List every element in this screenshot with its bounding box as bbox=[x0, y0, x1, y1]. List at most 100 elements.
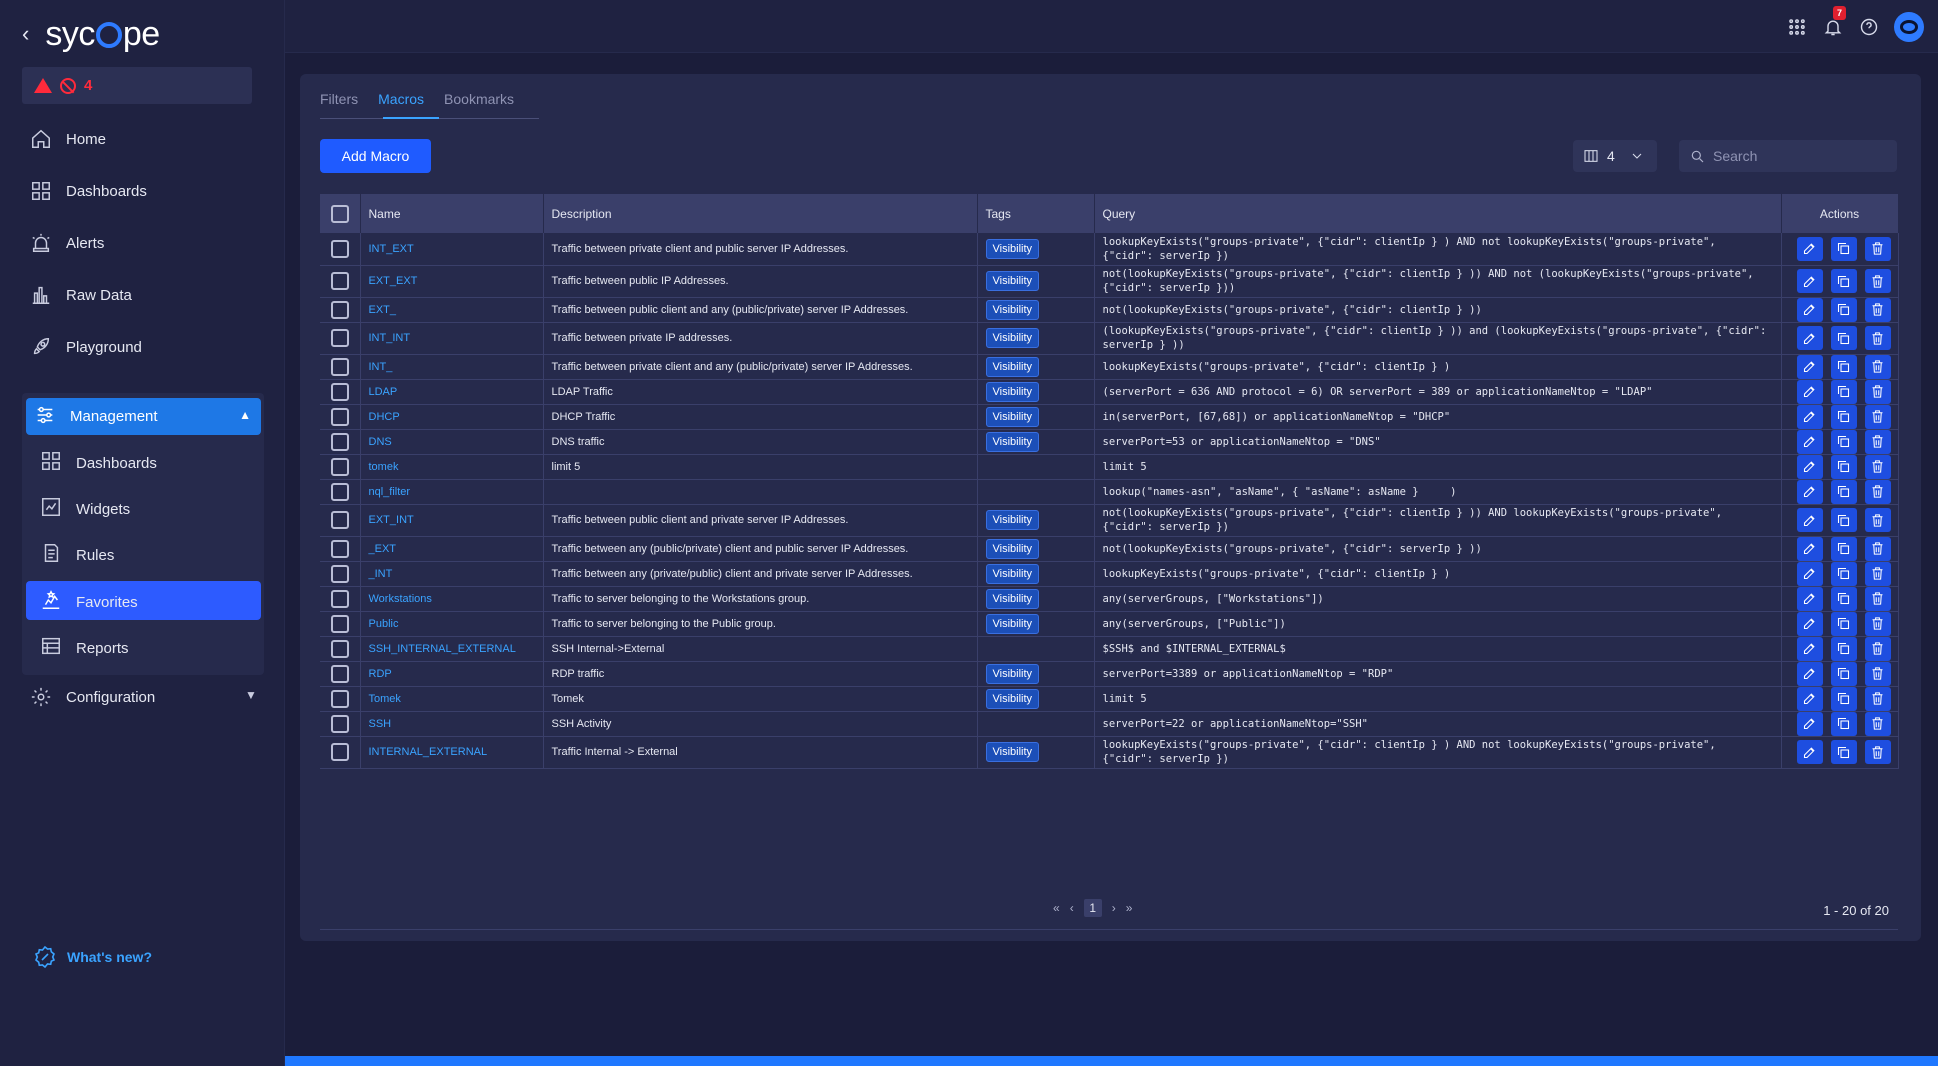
tag-badge[interactable]: Visibility bbox=[985, 688, 1040, 709]
last-page-icon[interactable]: » bbox=[1125, 901, 1133, 915]
header-name[interactable]: Name bbox=[360, 194, 544, 233]
edit-icon[interactable] bbox=[1796, 508, 1823, 532]
edit-icon[interactable] bbox=[1796, 404, 1823, 429]
row-checkbox[interactable] bbox=[330, 482, 349, 501]
copy-icon[interactable] bbox=[1830, 611, 1857, 636]
copy-icon[interactable] bbox=[1830, 429, 1857, 454]
chevron-down-icon[interactable]: ▼ bbox=[245, 688, 257, 702]
add-macro-button[interactable]: Add Macro bbox=[320, 139, 431, 173]
copy-icon[interactable] bbox=[1830, 379, 1857, 404]
nav-mgmt-dashboards[interactable]: Dashboards bbox=[40, 450, 157, 476]
alerts-summary[interactable]: 4 bbox=[22, 67, 252, 104]
edit-icon[interactable] bbox=[1796, 711, 1823, 736]
nav-home[interactable]: Home bbox=[30, 128, 106, 150]
row-checkbox[interactable] bbox=[330, 614, 349, 633]
table-row[interactable]: EXT_EXT Traffic between public IP Address… bbox=[320, 265, 1899, 298]
row-checkbox[interactable] bbox=[330, 539, 349, 558]
table-row[interactable]: INT_EXT Traffic between private client an… bbox=[320, 233, 1899, 266]
tag-badge[interactable]: Visibility bbox=[985, 406, 1040, 427]
macro-name-link[interactable]: _EXT bbox=[368, 542, 397, 555]
trash-icon[interactable] bbox=[1864, 740, 1891, 764]
macro-name-link[interactable]: SSH_INTERNAL_EXTERNAL bbox=[368, 642, 516, 655]
nav-management[interactable]: Management ▲ bbox=[26, 398, 261, 435]
tag-badge[interactable]: Visibility bbox=[985, 663, 1040, 684]
table-row[interactable]: Tomek Tomek Visibility limit 5 bbox=[320, 686, 1899, 712]
macro-name-link[interactable]: tomek bbox=[368, 460, 399, 473]
edit-icon[interactable] bbox=[1796, 536, 1823, 561]
edit-icon[interactable] bbox=[1796, 379, 1823, 404]
macro-name-link[interactable]: LDAP bbox=[368, 385, 398, 398]
copy-icon[interactable] bbox=[1830, 297, 1857, 322]
tab-filters[interactable]: Filters bbox=[320, 91, 359, 107]
header-query[interactable]: Query bbox=[1094, 194, 1782, 233]
row-checkbox[interactable] bbox=[330, 564, 349, 583]
table-row[interactable]: INT_INT Traffic between private IP addres… bbox=[320, 322, 1899, 355]
nav-rules[interactable]: Rules bbox=[40, 542, 114, 568]
tag-badge[interactable]: Visibility bbox=[985, 510, 1040, 530]
edit-icon[interactable] bbox=[1796, 661, 1823, 686]
tag-badge[interactable]: Visibility bbox=[985, 431, 1040, 452]
header-description[interactable]: Description bbox=[543, 194, 978, 233]
edit-icon[interactable] bbox=[1796, 636, 1823, 661]
whats-new-link[interactable]: What's new? bbox=[33, 945, 152, 969]
edit-icon[interactable] bbox=[1796, 611, 1823, 636]
trash-icon[interactable] bbox=[1864, 536, 1891, 561]
row-checkbox[interactable] bbox=[330, 743, 349, 761]
table-row[interactable]: _EXT Traffic between any (public/private)… bbox=[320, 536, 1899, 562]
row-checkbox[interactable] bbox=[330, 239, 349, 258]
edit-icon[interactable] bbox=[1796, 269, 1823, 293]
row-checkbox[interactable] bbox=[330, 457, 349, 476]
edit-icon[interactable] bbox=[1796, 454, 1823, 479]
macro-name-link[interactable]: Tomek bbox=[368, 692, 401, 705]
macro-name-link[interactable]: DNS bbox=[368, 435, 392, 448]
bell-icon[interactable]: 7 bbox=[1822, 6, 1846, 38]
macro-name-link[interactable]: DHCP bbox=[368, 410, 400, 423]
row-checkbox[interactable] bbox=[330, 511, 349, 529]
tab-bookmarks[interactable]: Bookmarks bbox=[444, 91, 515, 107]
edit-icon[interactable] bbox=[1796, 297, 1823, 322]
edit-icon[interactable] bbox=[1796, 740, 1823, 764]
trash-icon[interactable] bbox=[1864, 454, 1891, 479]
table-row[interactable]: LDAP LDAP Traffic Visibility (serverPort = … bbox=[320, 379, 1899, 405]
edit-icon[interactable] bbox=[1796, 561, 1823, 586]
macro-name-link[interactable]: Workstations bbox=[368, 592, 432, 605]
copy-icon[interactable] bbox=[1830, 269, 1857, 293]
trash-icon[interactable] bbox=[1864, 636, 1891, 661]
row-checkbox[interactable] bbox=[330, 589, 349, 608]
macro-name-link[interactable]: Public bbox=[368, 617, 399, 630]
page-number[interactable]: 1 bbox=[1083, 899, 1102, 917]
table-row[interactable]: INT_ Traffic between private client and a… bbox=[320, 354, 1899, 380]
tag-badge[interactable]: Visibility bbox=[985, 538, 1040, 559]
nav-favorites[interactable]: Favorites bbox=[40, 589, 138, 615]
trash-icon[interactable] bbox=[1864, 661, 1891, 686]
help-icon[interactable] bbox=[1858, 16, 1880, 38]
macro-name-link[interactable]: RDP bbox=[368, 667, 392, 680]
collapse-sidebar-icon[interactable]: ‹ bbox=[22, 21, 30, 46]
select-all-checkbox[interactable] bbox=[330, 204, 349, 223]
table-row[interactable]: INTERNAL_EXTERNAL Traffic Internal -> Ext… bbox=[320, 736, 1899, 769]
edit-icon[interactable] bbox=[1796, 429, 1823, 454]
copy-icon[interactable] bbox=[1830, 536, 1857, 561]
nav-widgets[interactable]: Widgets bbox=[40, 496, 130, 522]
table-row[interactable]: nql_filter lookup("names-asn", "asName", … bbox=[320, 479, 1899, 505]
tag-badge[interactable]: Visibility bbox=[985, 742, 1040, 762]
copy-icon[interactable] bbox=[1830, 586, 1857, 611]
edit-icon[interactable] bbox=[1796, 354, 1823, 379]
tag-badge[interactable]: Visibility bbox=[985, 613, 1040, 634]
next-page-icon[interactable]: › bbox=[1111, 901, 1116, 915]
trash-icon[interactable] bbox=[1864, 326, 1891, 350]
row-checkbox[interactable] bbox=[330, 300, 349, 319]
trash-icon[interactable] bbox=[1864, 479, 1891, 504]
row-checkbox[interactable] bbox=[330, 714, 349, 733]
edit-icon[interactable] bbox=[1796, 479, 1823, 504]
macro-name-link[interactable]: INTERNAL_EXTERNAL bbox=[368, 746, 488, 758]
trash-icon[interactable] bbox=[1864, 611, 1891, 636]
copy-icon[interactable] bbox=[1830, 454, 1857, 479]
nav-raw-data[interactable]: Raw Data bbox=[30, 284, 132, 306]
edit-icon[interactable] bbox=[1796, 326, 1823, 350]
copy-icon[interactable] bbox=[1830, 561, 1857, 586]
trash-icon[interactable] bbox=[1864, 404, 1891, 429]
edit-icon[interactable] bbox=[1796, 586, 1823, 611]
row-checkbox[interactable] bbox=[330, 329, 349, 347]
macro-name-link[interactable]: SSH bbox=[368, 717, 392, 730]
